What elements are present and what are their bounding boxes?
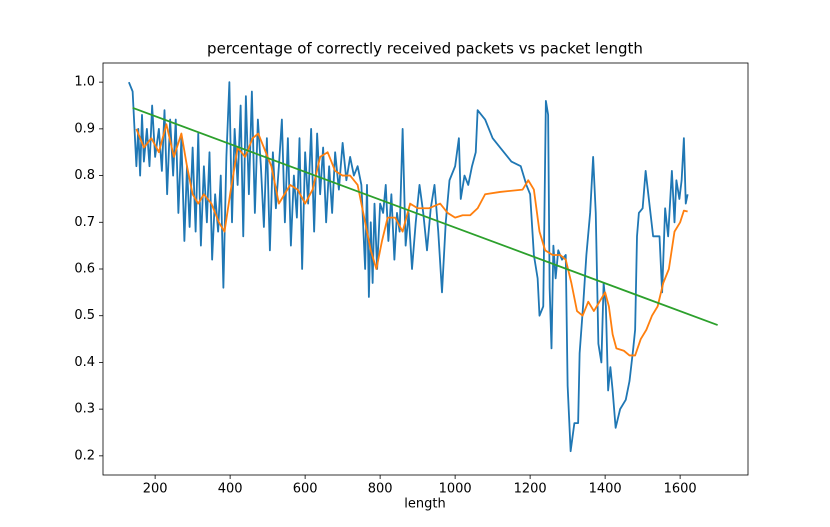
plot-frame: [102, 62, 749, 476]
y-tick-label: 0.4: [74, 355, 95, 370]
y-tick-label: 0.5: [74, 308, 95, 323]
data-line: [135, 123, 688, 357]
y-tick-label: 0.8: [74, 168, 95, 183]
chart-title: percentage of correctly received packets…: [207, 40, 643, 58]
x-tick-label: 600: [293, 482, 318, 497]
x-tick-label: 1400: [589, 482, 622, 497]
data-line: [128, 81, 689, 453]
y-tick-label: 0.7: [74, 215, 95, 230]
x-tick-label: 1000: [439, 482, 472, 497]
data-line: [132, 106, 718, 326]
y-tick-label: 0.3: [74, 402, 95, 417]
x-axis-label: length: [404, 497, 445, 512]
x-tick-label: 1200: [514, 482, 547, 497]
x-tick-label: 1600: [664, 482, 697, 497]
x-tick-label: 400: [218, 482, 243, 497]
x-tick-label: 800: [368, 482, 393, 497]
y-tick-label: 0.6: [74, 262, 95, 277]
x-tick-label: 200: [143, 482, 168, 497]
y-tick-label: 0.9: [74, 121, 95, 136]
y-tick-label: 1.0: [74, 75, 95, 90]
y-tick-label: 0.2: [74, 448, 95, 463]
